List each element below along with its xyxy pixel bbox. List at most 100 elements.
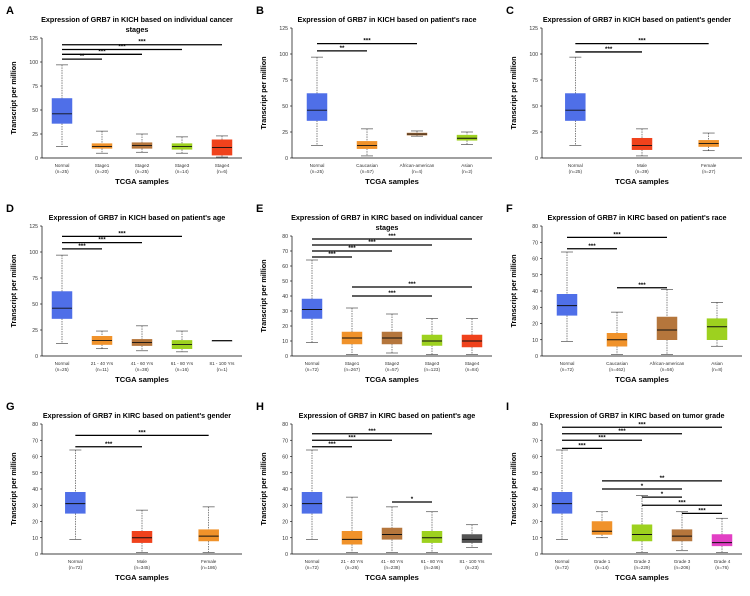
x-tick-label: Normal [55, 361, 70, 366]
y-tick-label: 0 [285, 156, 288, 162]
y-tick-label: 25 [32, 328, 38, 334]
x-tick-label: Male [137, 559, 147, 564]
box-iqr [91, 143, 113, 149]
chart-title: Expression of GRB7 in KICH based on pati… [297, 15, 476, 24]
x-tick-label: Normal [560, 361, 575, 366]
box-iqr [656, 316, 678, 340]
y-tick-label: 125 [529, 26, 538, 32]
x-tick-label: Asian [461, 163, 473, 168]
x-tick-count: (n=238) [384, 565, 400, 570]
x-tick-label: 21 - 40 Yrs [341, 559, 364, 564]
x-tick-count: (n=72) [560, 367, 574, 372]
x-tick-count: (n=56) [660, 367, 674, 372]
x-tick-count: (n=72) [555, 565, 569, 570]
box-asian [456, 131, 478, 145]
box-stage2 [381, 313, 403, 354]
box-iqr [461, 534, 483, 543]
box-iqr [421, 334, 443, 346]
x-tick-count: (n=25) [310, 169, 324, 174]
x-tick-count: (n=84) [465, 367, 479, 372]
x-tick-label: Normal [305, 559, 320, 564]
y-tick-label: 60 [532, 257, 538, 263]
box-male [131, 509, 153, 553]
x-tick-count: (n=72) [305, 367, 319, 372]
box-iqr [51, 98, 73, 124]
box-81-100-yrs [211, 339, 233, 342]
significance-label: *** [78, 243, 86, 250]
x-tick-count: (n=16) [175, 367, 189, 372]
chart-panel-e: E Expression of GRB7 in KIRC based on ind… [256, 203, 492, 384]
x-tick-label: Stage2 [385, 361, 400, 366]
box-iqr [631, 524, 653, 542]
x-tick-label: Grade 4 [714, 559, 731, 564]
chart-title: stages [126, 25, 149, 34]
panel-letter: B [256, 5, 264, 17]
x-tick-label: Normal [305, 361, 320, 366]
x-axis-label: TCGA samples [115, 573, 169, 582]
significance-label: *** [348, 245, 356, 252]
x-tick-count: (n=123) [424, 367, 440, 372]
y-tick-label: 10 [282, 339, 288, 345]
x-tick-count: (n=23) [465, 565, 479, 570]
significance-label: ** [80, 53, 85, 60]
x-tick-label: 61 - 80 Yrs [421, 559, 444, 564]
box-iqr [51, 291, 73, 319]
x-tick-label: African-american [650, 361, 685, 366]
box-female [198, 506, 219, 553]
x-tick-count: (n=20) [95, 169, 109, 174]
box-iqr [356, 141, 378, 149]
x-tick-label: African-american [400, 163, 435, 168]
x-tick-count: (n=229) [634, 565, 650, 570]
y-axis-label: Transcript per million [259, 56, 268, 129]
x-tick-count: (n=27) [702, 169, 716, 174]
x-tick-count: (n=1) [217, 367, 228, 372]
x-tick-label: Normal [55, 163, 70, 168]
x-tick-label: 21 - 40 Yrs [91, 361, 114, 366]
x-tick-count: (n=57) [360, 169, 374, 174]
box-iqr [421, 531, 443, 543]
y-tick-label: 70 [532, 438, 538, 444]
significance-label: *** [118, 44, 126, 51]
y-tick-label: 70 [282, 438, 288, 444]
y-tick-label: 25 [532, 130, 538, 136]
x-tick-label: Caucasian [356, 163, 378, 168]
y-tick-label: 0 [535, 156, 538, 162]
chart-title: Expression of GRB7 in KICH based on indi… [41, 15, 233, 24]
significance-label: *** [598, 434, 606, 441]
x-tick-label: Caucasian [606, 361, 628, 366]
box-caucasian [606, 311, 628, 355]
x-tick-label: Normal [568, 163, 583, 168]
y-axis-label: Transcript per million [509, 452, 518, 525]
x-tick-label: Grade 3 [674, 559, 691, 564]
significance-label: * [641, 483, 644, 490]
box-stage3 [421, 318, 443, 355]
box-female [698, 132, 719, 152]
box-21-40-yrs [341, 496, 363, 553]
panel-letter: F [506, 203, 513, 215]
y-tick-label: 0 [35, 354, 38, 360]
x-tick-label: Stage4 [215, 163, 230, 168]
y-tick-label: 75 [282, 78, 288, 84]
box-stage2 [131, 133, 153, 153]
y-tick-label: 80 [32, 422, 38, 428]
significance-label: *** [328, 251, 336, 258]
y-tick-label: 125 [29, 224, 38, 230]
y-axis-label: Transcript per million [9, 254, 18, 327]
chart-title: Expression of GRB7 in KIRC based on tumo… [550, 411, 725, 420]
x-tick-count: (n=345) [134, 565, 150, 570]
significance-label: *** [368, 239, 376, 246]
x-tick-label: Stage1 [95, 163, 110, 168]
y-tick-label: 100 [529, 52, 538, 58]
x-tick-label: Male [637, 163, 647, 168]
y-tick-label: 125 [279, 26, 288, 32]
chart-panel-h: H Expression of GRB7 in KIRC based on pat… [256, 401, 492, 582]
y-tick-label: 0 [35, 552, 38, 558]
y-axis-label: Transcript per million [259, 259, 268, 332]
y-tick-label: 40 [282, 294, 288, 300]
x-tick-count: (n=462) [609, 367, 625, 372]
y-tick-label: 0 [285, 354, 288, 360]
x-tick-label: 41 - 60 Yrs [131, 361, 154, 366]
x-tick-count: (n=6) [217, 169, 228, 174]
significance-label: *** [105, 441, 113, 448]
panel-letter: E [256, 203, 263, 215]
